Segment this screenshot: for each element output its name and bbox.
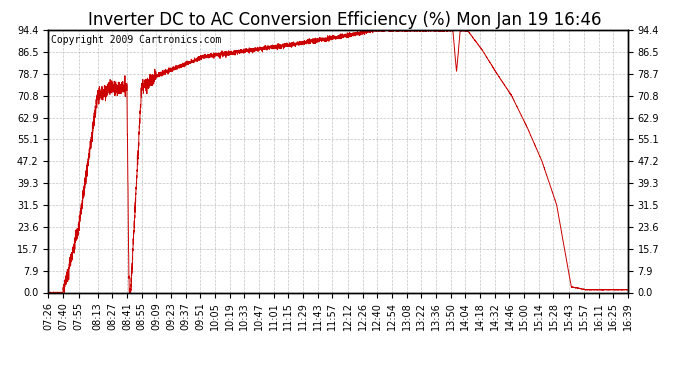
Text: Copyright 2009 Cartronics.com: Copyright 2009 Cartronics.com: [51, 35, 221, 45]
Text: Inverter DC to AC Conversion Efficiency (%) Mon Jan 19 16:46: Inverter DC to AC Conversion Efficiency …: [88, 11, 602, 29]
